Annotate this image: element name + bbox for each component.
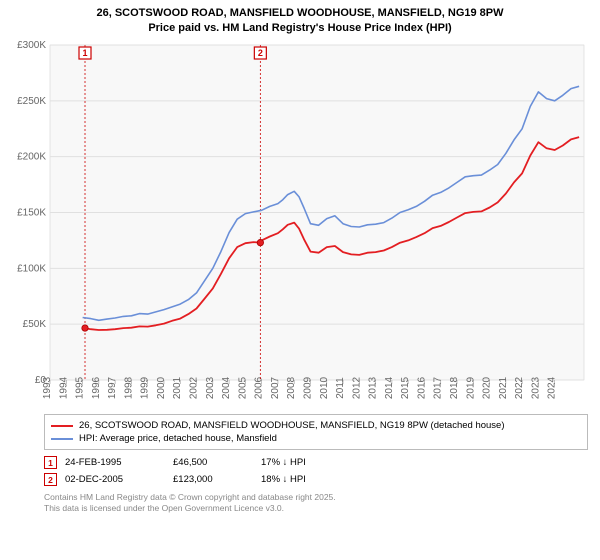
chart-title-line1: 26, SCOTSWOOD ROAD, MANSFIELD WOODHOUSE,… — [0, 0, 600, 22]
svg-text:1998: 1998 — [123, 377, 134, 400]
sale-marker-box: 2 — [44, 473, 57, 486]
svg-text:2019: 2019 — [465, 377, 476, 400]
svg-text:2017: 2017 — [433, 377, 444, 400]
sale-delta: 18% ↓ HPI — [261, 474, 341, 485]
svg-text:2009: 2009 — [302, 377, 313, 400]
svg-text:£200K: £200K — [17, 152, 46, 163]
svg-text:2000: 2000 — [156, 377, 167, 400]
svg-text:2015: 2015 — [400, 377, 411, 400]
svg-text:2010: 2010 — [319, 377, 330, 400]
svg-text:2020: 2020 — [482, 377, 493, 400]
sale-price: £123,000 — [173, 474, 253, 485]
svg-text:£300K: £300K — [17, 40, 46, 51]
svg-text:2002: 2002 — [189, 377, 200, 400]
svg-text:2: 2 — [258, 48, 263, 58]
footer-line2: This data is licensed under the Open Gov… — [44, 503, 588, 514]
sale-date: 02-DEC-2005 — [65, 474, 165, 485]
svg-text:2022: 2022 — [514, 377, 525, 400]
svg-text:2008: 2008 — [286, 377, 297, 400]
svg-text:2016: 2016 — [416, 377, 427, 400]
legend-swatch — [51, 438, 73, 440]
svg-text:2018: 2018 — [449, 377, 460, 400]
svg-text:2004: 2004 — [221, 377, 232, 400]
sale-row: 2 02-DEC-2005 £123,000 18% ↓ HPI — [44, 471, 588, 488]
sale-date: 24-FEB-1995 — [65, 457, 165, 468]
sale-marker-box: 1 — [44, 456, 57, 469]
legend-swatch — [51, 425, 73, 427]
sale-price: £46,500 — [173, 457, 253, 468]
svg-text:£250K: £250K — [17, 96, 46, 107]
legend-row: HPI: Average price, detached house, Mans… — [51, 432, 581, 445]
svg-text:1993: 1993 — [42, 377, 53, 400]
svg-text:1996: 1996 — [91, 377, 102, 400]
svg-text:2021: 2021 — [498, 377, 509, 400]
footer-attribution: Contains HM Land Registry data © Crown c… — [44, 492, 588, 513]
legend-row: 26, SCOTSWOOD ROAD, MANSFIELD WOODHOUSE,… — [51, 419, 581, 432]
chart-area: £0£50K£100K£150K£200K£250K£300K199319941… — [10, 40, 590, 410]
svg-text:1995: 1995 — [75, 377, 86, 400]
sale-event-table: 1 24-FEB-1995 £46,500 17% ↓ HPI 2 02-DEC-2005… — [44, 454, 588, 488]
svg-text:2012: 2012 — [351, 377, 362, 400]
svg-text:2011: 2011 — [335, 377, 346, 399]
svg-text:£150K: £150K — [17, 208, 46, 219]
chart-title-line2: Price paid vs. HM Land Registry's House … — [0, 22, 600, 40]
svg-text:2001: 2001 — [172, 377, 183, 400]
svg-text:1999: 1999 — [140, 377, 151, 400]
svg-text:2003: 2003 — [205, 377, 216, 400]
svg-text:2005: 2005 — [237, 377, 248, 400]
svg-text:2007: 2007 — [270, 377, 281, 400]
line-chart-svg: £0£50K£100K£150K£200K£250K£300K199319941… — [10, 40, 590, 410]
chart-container: 26, SCOTSWOOD ROAD, MANSFIELD WOODHOUSE,… — [0, 0, 600, 560]
svg-text:2023: 2023 — [530, 377, 541, 400]
svg-text:2013: 2013 — [368, 377, 379, 400]
legend-label: 26, SCOTSWOOD ROAD, MANSFIELD WOODHOUSE,… — [79, 420, 505, 431]
svg-text:1: 1 — [82, 48, 87, 58]
svg-text:2024: 2024 — [547, 377, 558, 400]
svg-text:£50K: £50K — [23, 319, 47, 330]
footer-line1: Contains HM Land Registry data © Crown c… — [44, 492, 588, 503]
svg-text:1997: 1997 — [107, 377, 118, 400]
svg-text:1994: 1994 — [58, 377, 69, 400]
svg-text:2014: 2014 — [384, 377, 395, 400]
svg-text:£100K: £100K — [17, 264, 46, 275]
svg-text:2006: 2006 — [254, 377, 265, 400]
legend-label: HPI: Average price, detached house, Mans… — [79, 433, 277, 444]
sale-delta: 17% ↓ HPI — [261, 457, 341, 468]
legend: 26, SCOTSWOOD ROAD, MANSFIELD WOODHOUSE,… — [44, 414, 588, 450]
sale-row: 1 24-FEB-1995 £46,500 17% ↓ HPI — [44, 454, 588, 471]
